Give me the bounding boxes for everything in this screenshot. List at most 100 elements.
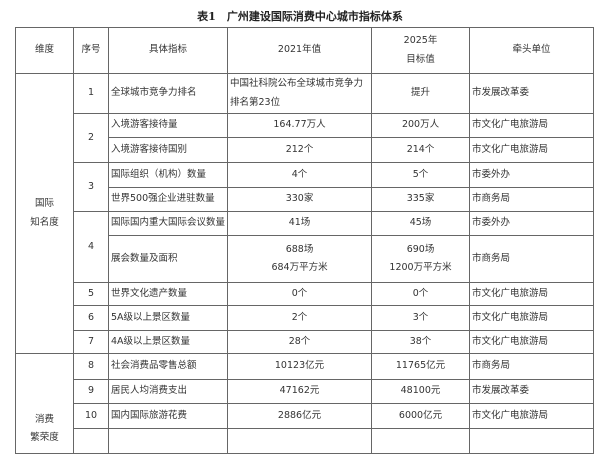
table-row — [16, 428, 595, 454]
header-lead: 牵头单位 — [469, 27, 595, 74]
table-row: 9 居民人均消费支出 47162元 48100元 市发展改革委 — [16, 379, 595, 404]
row-lead: 市委外办 — [469, 162, 595, 188]
dimension-cell: 国际 知名度 — [15, 73, 74, 354]
row-indicator: 国际国内重大国际会议数量 — [107, 211, 229, 236]
row-2021: 4个 — [227, 162, 373, 188]
row-lead: 市发展改革委 — [469, 73, 595, 114]
row-2021-count: 688场 — [285, 243, 314, 255]
row-no: 2 — [73, 113, 109, 163]
row-2025: 提升 — [371, 73, 471, 114]
table-row: 7 4A级以上景区数量 28个 38个 市文化广电旅游局 — [16, 330, 595, 354]
row-2021: 330家 — [227, 187, 373, 212]
header-index: 序号 — [73, 27, 109, 74]
dimension-line: 消费 — [34, 413, 54, 425]
header-2025-line1: 2025年 — [403, 35, 438, 47]
row-lead: 市文化广电旅游局 — [469, 330, 595, 354]
row-indicator: 世界文化遗产数量 — [107, 282, 229, 306]
row-lead: 市商务局 — [469, 187, 595, 212]
row-2021: 164.77万人 — [227, 113, 373, 138]
row-lead — [469, 428, 595, 454]
dimension-line: 知名度 — [30, 216, 59, 228]
row-2025: 38个 — [371, 330, 471, 354]
row-2025: 214个 — [371, 137, 471, 163]
row-2021: 2886亿元 — [227, 403, 373, 429]
row-2021: 0个 — [227, 282, 373, 306]
row-2021 — [227, 428, 373, 454]
header-indicator: 具体指标 — [107, 27, 229, 74]
row-no: 3 — [73, 162, 109, 212]
table-row: 2 入境游客接待量 164.77万人 200万人 市文化广电旅游局 — [16, 113, 595, 163]
row-indicator: 国际组织（机构）数量 — [107, 162, 229, 188]
row-no: 7 — [73, 330, 109, 354]
dimension-line: 国际 — [34, 198, 54, 210]
row-indicator: 社会消费品零售总额 — [107, 353, 229, 380]
row-2021: 688场 684万平方米 — [227, 235, 373, 283]
row-no — [73, 428, 109, 454]
row-2021-area: 684万平方米 — [271, 262, 328, 273]
row-indicator: 入境游客接待国别 — [107, 137, 229, 163]
header-2025: 2025年目标值 — [371, 27, 471, 74]
header-dimension: 维度 — [15, 27, 74, 74]
row-2025: 335家 — [371, 187, 471, 212]
row-2025: 11765亿元 — [371, 353, 471, 380]
table-row: 6 5A级以上景区数量 2个 3个 市文化广电旅游局 — [16, 305, 595, 331]
table-row: 消费繁荣度 8 社会消费品零售总额 10123亿元 11765亿元 市商务局 — [15, 353, 595, 454]
table-row: 3 国际组织（机构）数量 4个 5个 市委外办 — [16, 162, 595, 212]
row-2025 — [371, 428, 471, 454]
row-no: 1 — [73, 73, 109, 114]
row-indicator: 全球城市竞争力排名 — [107, 73, 229, 114]
row-indicator: 展会数量及面积 — [107, 235, 229, 283]
indicator-table: 维度 序号 具体指标 2021年值 2025年目标值 牵头单位 国际知名度 1 … — [15, 27, 595, 454]
row-2021: 2个 — [227, 305, 373, 331]
dimension-line: 繁荣度 — [30, 431, 59, 443]
table-title: 表1 广州建设国际消费中心城市指标体系 — [197, 10, 403, 23]
row-indicator: 居民人均消费支出 — [107, 379, 229, 404]
table-row: 4 国际国内重大国际会议数量 41场 45场 市委外办 — [16, 211, 595, 283]
row-2025-area: 1200万平方米 — [389, 262, 452, 273]
row-lead: 市委外办 — [469, 211, 595, 236]
row-indicator: 入境游客接待量 — [107, 113, 229, 138]
row-2025: 5个 — [371, 162, 471, 188]
row-2025: 3个 — [371, 305, 471, 331]
row-no: 6 — [73, 305, 109, 331]
row-2025: 48100元 — [371, 379, 471, 404]
row-lead: 市商务局 — [469, 353, 595, 380]
table-row: 5 世界文化遗产数量 0个 0个 市文化广电旅游局 — [16, 282, 595, 306]
row-2021: 中国社科院公布全球城市竞争力排名第23位 — [227, 73, 373, 114]
row-2025-count: 690场 — [406, 243, 435, 255]
header-2025-line2: 目标值 — [406, 53, 435, 65]
dimension-cell: 消费 繁荣度 — [15, 353, 74, 454]
row-indicator: 国内国际旅游花费 — [107, 403, 229, 429]
row-2021: 28个 — [227, 330, 373, 354]
row-indicator — [107, 428, 229, 454]
row-no: 8 — [73, 353, 109, 380]
row-lead: 市文化广电旅游局 — [469, 282, 595, 306]
row-lead: 市文化广电旅游局 — [469, 113, 595, 138]
row-2025: 200万人 — [371, 113, 471, 138]
row-lead: 市文化广电旅游局 — [469, 137, 595, 163]
table-row: 国际知名度 1 全球城市竞争力排名 中国社科院公布全球城市竞争力排名第23位 提… — [15, 73, 595, 354]
header-2021: 2021年值 — [227, 27, 373, 74]
row-indicator: 世界500强企业进驻数量 — [107, 187, 229, 212]
row-lead: 市商务局 — [469, 235, 595, 283]
header-row: 维度 序号 具体指标 2021年值 2025年目标值 牵头单位 — [15, 27, 595, 74]
table-row: 入境游客接待国别 212个 214个 市文化广电旅游局 — [16, 137, 595, 163]
row-2021: 41场 — [227, 211, 373, 236]
row-no: 10 — [73, 403, 109, 429]
row-2025: 6000亿元 — [371, 403, 471, 429]
row-2025: 0个 — [371, 282, 471, 306]
row-2025: 45场 — [371, 211, 471, 236]
row-2025: 690场 1200万平方米 — [371, 235, 471, 283]
table-row: 展会数量及面积 688场 684万平方米 690场 1200万平方米 市商务局 — [16, 235, 595, 283]
row-2021: 47162元 — [227, 379, 373, 404]
row-lead: 市文化广电旅游局 — [469, 403, 595, 429]
row-2021: 10123亿元 — [227, 353, 373, 380]
row-2021: 212个 — [227, 137, 373, 163]
row-indicator: 5A级以上景区数量 — [107, 305, 229, 331]
row-lead: 市发展改革委 — [469, 379, 595, 404]
row-indicator: 4A级以上景区数量 — [107, 330, 229, 354]
table-row: 10 国内国际旅游花费 2886亿元 6000亿元 市文化广电旅游局 — [16, 403, 595, 429]
row-no: 9 — [73, 379, 109, 404]
row-no: 5 — [73, 282, 109, 306]
row-no: 4 — [73, 211, 109, 283]
